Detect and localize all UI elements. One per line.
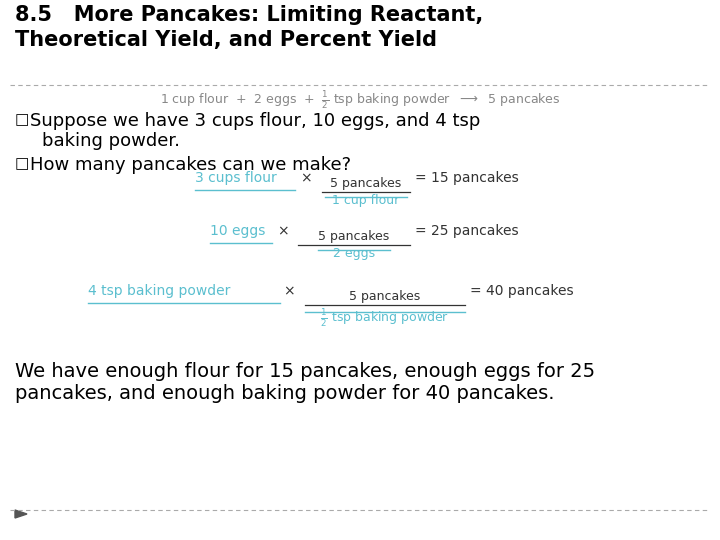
Text: 4 tsp baking powder: 4 tsp baking powder xyxy=(88,284,230,298)
Text: Suppose we have 3 cups flour, 10 eggs, and 4 tsp: Suppose we have 3 cups flour, 10 eggs, a… xyxy=(30,112,480,130)
Text: 5 pancakes: 5 pancakes xyxy=(349,290,420,303)
Text: How many pancakes can we make?: How many pancakes can we make? xyxy=(30,156,351,174)
Text: = 15 pancakes: = 15 pancakes xyxy=(415,171,518,185)
Text: We have enough flour for 15 pancakes, enough eggs for 25: We have enough flour for 15 pancakes, en… xyxy=(15,362,595,381)
Text: 3 cups flour: 3 cups flour xyxy=(195,171,276,185)
Text: = 40 pancakes: = 40 pancakes xyxy=(470,284,574,298)
Text: baking powder.: baking powder. xyxy=(42,132,180,150)
Text: 10 eggs: 10 eggs xyxy=(210,224,266,238)
Text: $\frac{1}{2}$ tsp baking powder: $\frac{1}{2}$ tsp baking powder xyxy=(320,307,449,329)
Text: □: □ xyxy=(15,112,30,127)
Text: 5 pancakes: 5 pancakes xyxy=(318,230,390,243)
Text: 5 pancakes: 5 pancakes xyxy=(330,177,402,190)
Text: = 25 pancakes: = 25 pancakes xyxy=(415,224,518,238)
Text: 1 cup flour: 1 cup flour xyxy=(333,194,400,207)
Text: □: □ xyxy=(15,156,30,171)
Text: $\times$: $\times$ xyxy=(283,284,294,298)
Text: 2 eggs: 2 eggs xyxy=(333,247,375,260)
Polygon shape xyxy=(15,510,27,518)
Text: 8.5   More Pancakes: Limiting Reactant,: 8.5 More Pancakes: Limiting Reactant, xyxy=(15,5,483,25)
Text: 1 cup flour  +  2 eggs  +  $\frac{1}{2}$ tsp baking powder  $\longrightarrow$  5: 1 cup flour + 2 eggs + $\frac{1}{2}$ tsp… xyxy=(160,89,560,111)
Text: $\times$: $\times$ xyxy=(277,224,289,238)
Text: pancakes, and enough baking powder for 40 pancakes.: pancakes, and enough baking powder for 4… xyxy=(15,384,554,403)
Text: Theoretical Yield, and Percent Yield: Theoretical Yield, and Percent Yield xyxy=(15,30,437,50)
Text: $\times$: $\times$ xyxy=(300,171,312,185)
